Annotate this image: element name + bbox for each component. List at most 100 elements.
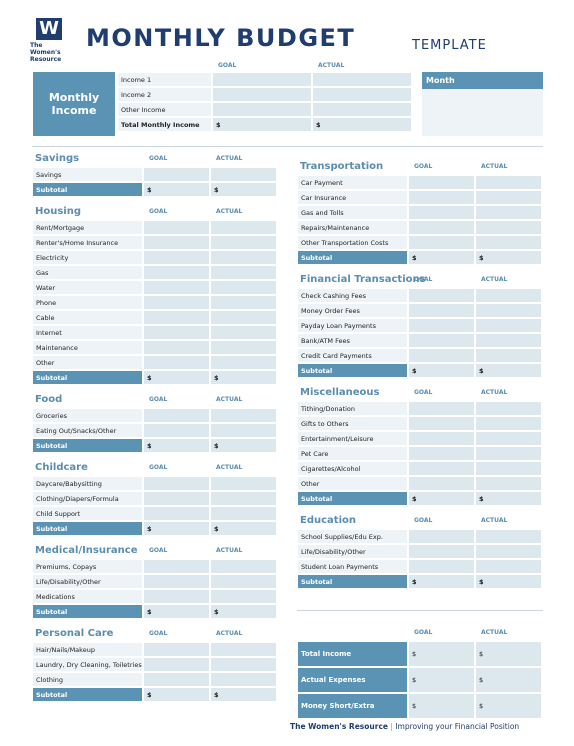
row-label: Cigarettes/Alcohol	[297, 461, 408, 476]
summary-header: GOAL ACTUAL	[297, 624, 543, 641]
actual-cell	[475, 220, 542, 235]
row-label: Internet	[32, 325, 143, 340]
row-label: Subtotal	[32, 521, 143, 536]
goal-cell	[408, 461, 475, 476]
row: Subtotal $ $	[32, 687, 278, 702]
row: School Supplies/Edu Exp.	[297, 529, 543, 544]
section: Personal Care GOAL ACTUAL Hair/Nails/Makeup…	[32, 625, 278, 702]
logo-mark: W	[36, 18, 62, 40]
column-header: GOAL	[414, 517, 433, 524]
goal-cell	[143, 265, 210, 280]
goal-cell	[408, 318, 475, 333]
section-header: Housing GOAL ACTUAL	[32, 203, 278, 220]
section: Transportation GOAL ACTUAL Car Payment Car I…	[297, 158, 543, 265]
row-label: Subtotal	[32, 370, 143, 385]
right-column: Transportation GOAL ACTUAL Car Payment Car I…	[297, 158, 543, 595]
actual-cell	[475, 461, 542, 476]
section-header: Personal Care GOAL ACTUAL	[32, 625, 278, 642]
section-header: Savings GOAL ACTUAL	[32, 150, 278, 167]
actual-cell	[475, 333, 542, 348]
goal-cell	[143, 280, 210, 295]
row-label: Rent/Mortgage	[32, 220, 143, 235]
goal-cell	[408, 288, 475, 303]
actual-cell	[210, 506, 277, 521]
row: Internet	[32, 325, 278, 340]
actual-cell	[475, 288, 542, 303]
row: Subtotal $ $	[32, 438, 278, 453]
row-label: Entertainment/Leisure	[297, 431, 408, 446]
row-label: Bank/ATM Fees	[297, 333, 408, 348]
row: Clothing	[32, 672, 278, 687]
section: Housing GOAL ACTUAL Rent/Mortgage Renter's/H…	[32, 203, 278, 385]
goal-cell	[408, 190, 475, 205]
goal-cell	[143, 559, 210, 574]
row: Money Order Fees	[297, 303, 543, 318]
row: Rent/Mortgage	[32, 220, 278, 235]
row: Gifts to Others	[297, 416, 543, 431]
column-header: ACTUAL	[216, 464, 243, 471]
row-label: Subtotal	[32, 182, 143, 197]
row: Subtotal $ $	[297, 491, 543, 506]
row: Income 1	[117, 72, 412, 87]
section-header: Food GOAL ACTUAL	[32, 391, 278, 408]
logo-text: The	[30, 42, 43, 49]
row-label: Other	[32, 355, 143, 370]
actual-cell	[475, 175, 542, 190]
goal-cell: $	[212, 117, 312, 132]
column-header: ACTUAL	[318, 62, 345, 69]
column-header: GOAL	[149, 396, 168, 403]
row-label: Money Order Fees	[297, 303, 408, 318]
row: Money Short/Extra $ $	[297, 693, 543, 719]
row-label: Subtotal	[32, 438, 143, 453]
row: Cigarettes/Alcohol	[297, 461, 543, 476]
row-label: Cable	[32, 310, 143, 325]
column-header: ACTUAL	[216, 155, 243, 162]
row: Electricity	[32, 250, 278, 265]
actual-cell	[475, 416, 542, 431]
row-label: Total Income	[297, 641, 408, 667]
logo-text: Women's	[30, 49, 61, 56]
row-label: Subtotal	[297, 250, 408, 265]
actual-cell	[475, 318, 542, 333]
row: Subtotal $ $	[297, 574, 543, 589]
row-label: Student Loan Payments	[297, 559, 408, 574]
column-header: GOAL	[414, 276, 433, 283]
column-header: GOAL	[218, 62, 237, 69]
actual-cell	[475, 303, 542, 318]
actual-cell	[210, 325, 277, 340]
row-label: Maintenance	[32, 340, 143, 355]
actual-cell	[210, 220, 277, 235]
row: Savings	[32, 167, 278, 182]
row: Income 2	[117, 87, 412, 102]
row: Credit Card Payments	[297, 348, 543, 363]
row: Subtotal $ $	[297, 250, 543, 265]
actual-cell: $	[475, 363, 542, 378]
row: Tithing/Donation	[297, 401, 543, 416]
row-label: Water	[32, 280, 143, 295]
month-label: Month	[422, 72, 543, 89]
goal-cell: $	[143, 521, 210, 536]
actual-cell: $	[210, 438, 277, 453]
row: Water	[32, 280, 278, 295]
goal-cell	[143, 355, 210, 370]
row-label: Renter's/Home Insurance	[32, 235, 143, 250]
actual-cell	[210, 167, 277, 182]
row-label: Life/Disability/Other	[297, 544, 408, 559]
row: Check Cashing Fees	[297, 288, 543, 303]
actual-cell	[210, 574, 277, 589]
goal-cell	[408, 529, 475, 544]
row: Total Income $ $	[297, 641, 543, 667]
goal-cell	[143, 574, 210, 589]
row-label: Clothing/Diapers/Formula	[32, 491, 143, 506]
row-label: Subtotal	[297, 574, 408, 589]
row: Child Support	[32, 506, 278, 521]
actual-cell: $	[475, 667, 542, 693]
goal-cell: $	[408, 667, 475, 693]
actual-cell	[312, 87, 412, 102]
row: Gas and Tolls	[297, 205, 543, 220]
actual-cell: $	[475, 491, 542, 506]
goal-cell: $	[408, 693, 475, 719]
row: Daycare/Babysitting	[32, 476, 278, 491]
section-header: Transportation GOAL ACTUAL	[297, 158, 543, 175]
goal-cell	[143, 250, 210, 265]
